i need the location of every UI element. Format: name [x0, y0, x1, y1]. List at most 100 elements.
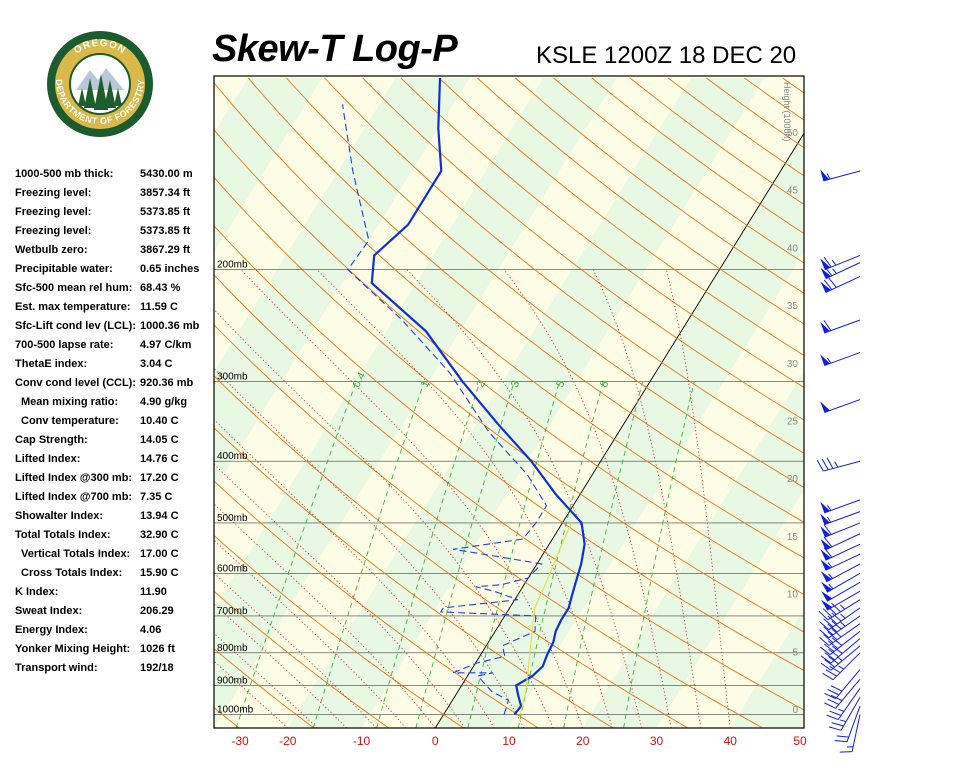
height-tick-label: 45 [787, 186, 799, 197]
wind-barb-half [828, 573, 833, 579]
dry-adiabat-line [214, 480, 539, 728]
index-label: Est. max temperature: [15, 301, 131, 313]
temperature-trace [370, 77, 586, 716]
wind-barb-pennant [820, 501, 830, 513]
wind-barb-full [825, 669, 837, 677]
index-label: K Index: [15, 586, 59, 598]
wind-barb-pennant [820, 571, 832, 582]
wind-barb-pennant [820, 526, 831, 538]
wind-barb-full [832, 645, 843, 654]
wind-barb-staff [827, 599, 861, 621]
index-label: 700-500 lapse rate: [15, 339, 114, 351]
wind-barb-full [831, 612, 842, 622]
index-row: ThetaE index: 3.04 C [15, 358, 215, 377]
index-row: Transport wind: 192/18 [15, 662, 215, 681]
wind-barb-icon [824, 669, 861, 700]
wind-barb-full [826, 714, 839, 721]
wind-barb-staff [830, 638, 861, 664]
wind-barb-half [840, 613, 846, 619]
dry-adiabat-line [324, 77, 804, 454]
wind-barb-full [823, 279, 833, 290]
height-tick-label: 15 [787, 532, 799, 543]
dry-adiabat-line [214, 324, 763, 728]
wind-barb-full [819, 646, 831, 656]
moist-adiabat-line [214, 418, 495, 728]
wind-barb-icon [820, 262, 861, 280]
pressure-label: 1000mb [217, 705, 254, 716]
wind-barb-full [827, 615, 838, 625]
index-value: 11.90 [140, 586, 167, 598]
wind-barb-icon [820, 275, 861, 293]
mixing-ratio-label: 1 [419, 379, 432, 390]
wind-barb-full [834, 740, 848, 743]
dry-adiabat-line [214, 707, 240, 728]
dry-adiabat-line [214, 274, 804, 711]
wind-barb-half [839, 604, 846, 610]
wind-barb-staff [823, 170, 861, 182]
moist-adiabat-line [214, 308, 554, 728]
wind-barb-staff [835, 678, 861, 709]
index-value: 1000.36 mb [140, 320, 200, 332]
stability-indices-list: 1000-500 mb thick: 5430.00 m Freezing leve… [15, 168, 215, 681]
index-value: 4.06 [140, 624, 162, 636]
pressure-label: 300mb [217, 372, 248, 383]
wind-barb-half [827, 562, 833, 568]
index-label: Sfc-500 mean rel hum: [15, 282, 133, 294]
wind-barb-icon [834, 705, 861, 743]
index-value: 17.20 C [140, 472, 179, 484]
index-value: 4.97 C/km [140, 339, 192, 351]
temperature-tick-label: 40 [724, 734, 738, 748]
wind-barb-staff [837, 688, 861, 720]
index-label: Cap Strength: [15, 434, 88, 446]
wind-barb-staff [828, 623, 861, 646]
index-label: 1000-500 mb thick: [15, 168, 114, 180]
index-value: 3857.34 ft [140, 187, 191, 199]
mixing-ratio-label: 5 [554, 379, 567, 390]
wind-barb-icon [820, 522, 861, 538]
wind-barb-full [819, 629, 830, 639]
height-tick-label: 20 [787, 474, 799, 485]
index-value: 3.04 C [140, 358, 173, 370]
wind-barb-full [831, 722, 844, 727]
mixing-ratio-line [563, 381, 643, 728]
logo-mountain-icon [76, 68, 124, 90]
wind-barb-pennant [820, 549, 831, 561]
index-row: Total Totals Index: 32.90 C [15, 529, 215, 548]
wind-barb-half [831, 259, 837, 266]
wind-barb-icon [820, 169, 861, 182]
wind-barb-staff [825, 275, 861, 293]
index-value: 13.94 C [140, 510, 179, 522]
pressure-label: 700mb [217, 606, 248, 617]
index-row: Freezing level: 5373.85 ft [15, 206, 215, 225]
wind-barb-half [826, 516, 832, 523]
temperature-tick-label: 0 [432, 734, 439, 748]
index-value: 7.35 C [140, 491, 173, 503]
wind-barb-full [821, 458, 829, 471]
dry-adiabat-line [286, 77, 804, 489]
wind-barb-staff [825, 553, 861, 571]
wind-barb-staff [824, 499, 861, 514]
mixing-ratio-line [235, 381, 357, 728]
pressure-label: 500mb [217, 513, 248, 524]
wind-barb-pennant [821, 590, 833, 602]
height-tick-label: 30 [787, 359, 799, 370]
moist-adiabat-line [665, 269, 731, 728]
index-label: Lifted Index: [15, 453, 81, 465]
index-row: Vertical Totals Index: 17.00 C [15, 548, 215, 567]
wind-barb-full [823, 524, 832, 535]
mixing-ratio-line [467, 381, 560, 728]
plot-area: 0.4 1 2 3 5 8 [214, 76, 804, 728]
temperature-tick-label: 50 [793, 734, 807, 748]
index-row: Sfc-Lift cond lev (LCL): 1000.36 mb [15, 320, 215, 339]
temperature-tick-label: 30 [650, 734, 664, 748]
index-label: Precipitable water: [15, 263, 113, 275]
wind-barb-half [837, 708, 845, 712]
wind-barb-full [819, 621, 830, 631]
temperature-tick-label: -30 [231, 734, 249, 748]
wind-barb-staff [829, 630, 861, 656]
mixing-ratio-line [312, 381, 425, 728]
wind-barb-full [823, 320, 832, 331]
wind-barb-half [838, 665, 844, 670]
mixing-ratio-line [415, 381, 515, 728]
